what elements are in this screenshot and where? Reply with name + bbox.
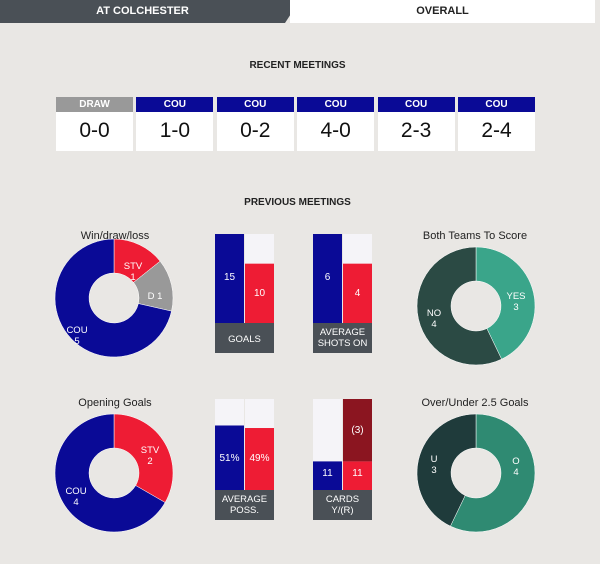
shots-bar-stv xyxy=(343,263,372,323)
opening-goals-label-stv: STV xyxy=(141,445,160,456)
cards-value-stv: 11 xyxy=(352,468,363,479)
tab-overall-label: OVERALL xyxy=(416,5,469,17)
cards-value-stv-red: (3) xyxy=(351,425,363,436)
opening-goals-slice-stv xyxy=(113,413,174,503)
shots-label-box xyxy=(313,323,372,353)
goals-value-stv: 10 xyxy=(254,288,266,299)
cards-bar-stv-yellow xyxy=(343,461,372,490)
goals-bar-stv xyxy=(245,263,274,323)
over-under-title: Over/Under 2.5 Goals xyxy=(421,397,529,409)
opening-goals-label-stv: 2 xyxy=(147,456,152,467)
recent-meeting-3: COU 0-2 xyxy=(216,97,294,151)
tab-active-background xyxy=(0,0,300,23)
previous-meetings-title: PREVIOUS MEETINGS xyxy=(244,197,351,208)
shots-title: SHOTS ON xyxy=(318,338,368,349)
recent-meeting-score: 2-4 xyxy=(481,119,512,142)
btts-label-no: 4 xyxy=(431,319,436,330)
recent-meeting-winner: COU xyxy=(216,97,294,112)
recent-meeting-score: 0-0 xyxy=(79,119,110,142)
shots-value-cou: 6 xyxy=(325,272,331,283)
recent-meeting-winner: COU xyxy=(458,97,535,112)
recent-meeting-winner: COU xyxy=(297,97,375,112)
btts-title: Both Teams To Score xyxy=(422,230,528,242)
win-draw-loss-title: Win/draw/loss xyxy=(80,230,150,242)
shots-bar-cou xyxy=(313,234,342,323)
over-under-label-o: 4 xyxy=(513,467,518,478)
shots-value-stv: 4 xyxy=(355,288,361,299)
win-draw-loss-label-d: D 1 xyxy=(148,291,163,302)
recent-meeting-2: COU 1-0 xyxy=(136,97,214,151)
win-draw-loss-label-stv: STV xyxy=(124,261,143,272)
over-under-label-o: O xyxy=(512,456,519,467)
recent-meeting-1: DRAW 0-0 xyxy=(56,97,133,151)
recent-meeting-score: 1-0 xyxy=(159,119,191,142)
recent-meeting-winner: COU xyxy=(377,97,455,112)
possession-bar-cou xyxy=(215,425,244,490)
shots-title: AVERAGE xyxy=(320,327,365,338)
btts-label-yes: 3 xyxy=(513,302,518,313)
possession-label-box xyxy=(215,490,274,520)
btts-slice-yes xyxy=(475,246,536,360)
cards-bar-cou-yellow xyxy=(313,461,342,490)
over-under-slice-o xyxy=(450,413,536,533)
opening-goals-slice-cou xyxy=(54,413,166,533)
tab-at-colchester[interactable]: AT COLCHESTER xyxy=(0,0,300,23)
btts-label-no: NO xyxy=(427,308,441,319)
recent-meeting-score: 4-0 xyxy=(320,119,351,142)
opening-goals-title: Opening Goals xyxy=(78,397,152,409)
over-under-slice-u xyxy=(416,413,477,527)
btts-slice-no xyxy=(416,246,502,366)
tab-bar: AT COLCHESTER OVERALL xyxy=(0,0,595,23)
win-draw-loss-slice-cou xyxy=(54,238,172,358)
win-draw-loss-label-cou: 5 xyxy=(74,336,79,347)
over-under-label-u: 3 xyxy=(431,465,436,476)
win-draw-loss-label-stv: 1 xyxy=(130,272,135,283)
recent-meeting-5: COU 2-3 xyxy=(377,97,455,151)
opening-goals-label-cou: 4 xyxy=(73,497,78,508)
recent-meeting-4: COU 4-0 xyxy=(297,97,375,151)
possession-value-cou: 51% xyxy=(219,453,239,464)
btts-label-yes: YES xyxy=(506,291,525,302)
possession-title: AVERAGE xyxy=(222,494,267,505)
cards-label-box xyxy=(313,490,372,520)
recent-meeting-winner: DRAW xyxy=(56,97,133,112)
possession-title: POSS. xyxy=(230,505,259,516)
goals-bar-cou xyxy=(215,234,244,323)
tab-overall[interactable]: OVERALL xyxy=(290,0,595,23)
goals-label-box xyxy=(215,323,274,353)
goals-title: GOALS xyxy=(228,334,261,345)
tab-at-colchester-label: AT COLCHESTER xyxy=(96,5,189,17)
cards-title: Y/(R) xyxy=(331,505,353,516)
recent-meeting-winner: COU xyxy=(136,97,214,112)
recent-meeting-6: COU 2-4 xyxy=(458,97,535,151)
possession-bar-stv xyxy=(245,428,274,490)
over-under-label-u: U xyxy=(431,454,438,465)
cards-bar-stv-red xyxy=(343,399,372,462)
recent-meeting-score: 0-2 xyxy=(240,119,271,142)
recent-meetings-title: RECENT MEETINGS xyxy=(249,60,346,71)
possession-value-stv: 49% xyxy=(249,453,269,464)
cards-title: CARDS xyxy=(326,494,359,505)
cards-value-cou: 11 xyxy=(322,468,333,479)
opening-goals-label-cou: COU xyxy=(65,486,86,497)
goals-value-cou: 15 xyxy=(224,272,236,283)
win-draw-loss-label-cou: COU xyxy=(66,325,87,336)
recent-meeting-score: 2-3 xyxy=(400,119,432,142)
